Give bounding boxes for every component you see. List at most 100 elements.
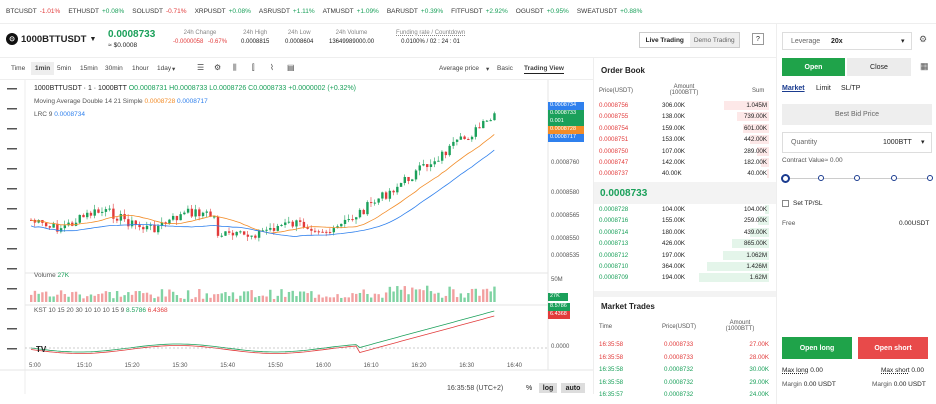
ticker-symbol: OGUSDT <box>515 8 544 15</box>
line-icon[interactable]: ⌇ <box>270 63 274 72</box>
ticker-item[interactable]: SOLUSDT -0.71% <box>132 8 186 15</box>
gear-icon[interactable]: ⚙ <box>919 34 928 44</box>
ticker-item[interactable]: FITFUSDT +2.92% <box>451 8 508 15</box>
ask-row[interactable]: 0.0008747 142.00K 182.00K <box>594 157 777 168</box>
slider-step[interactable] <box>927 175 933 181</box>
ticker-item[interactable]: ETHUSDT +0.08% <box>68 8 124 15</box>
ask-row[interactable]: 0.0008754 159.00K 601.00K <box>594 123 777 134</box>
bid-row[interactable]: 0.0008728 104.00K 104.00K <box>594 204 777 215</box>
kst-tag: 6.4368 <box>548 311 570 319</box>
bid-row[interactable]: 0.0008709 194.00K 1.62M <box>594 272 777 283</box>
interval-15min[interactable]: 15min <box>80 65 98 72</box>
candle <box>366 202 369 215</box>
price-chart[interactable]: 1000BTTUSDT · 1 · 1000BTT O0.0008731 H0.… <box>0 80 593 394</box>
approx-sign: ≈ <box>108 42 112 49</box>
limit-order-tab[interactable]: Limit <box>816 85 831 92</box>
market-order-tab[interactable]: Market <box>782 85 805 92</box>
candle <box>67 222 70 226</box>
basic-view-tab[interactable]: Basic <box>497 65 513 72</box>
bid-row[interactable]: 0.0008716 155.00K 259.00K <box>594 215 777 226</box>
trading-mode-toggle: Live Trading Demo Trading <box>639 32 740 48</box>
indicators-icon[interactable]: ☰ <box>197 63 205 72</box>
interval-1min[interactable]: 1min <box>31 62 55 75</box>
slider-step[interactable] <box>817 175 824 181</box>
ticker-item[interactable]: SWEATUSDT +0.88% <box>577 8 643 15</box>
ask-price: 0.0008756 <box>599 102 629 109</box>
slider-handle[interactable] <box>781 174 790 183</box>
ask-row[interactable]: 0.0008756 306.00K 1.045M <box>594 100 777 111</box>
ticker-item[interactable]: ATMUSDT +1.09% <box>323 8 379 15</box>
slider-step[interactable] <box>890 175 897 181</box>
ticker-bar: BTCUSDT -1.01% ETHUSDT +0.08% SOLUSDT -0.71% X… <box>0 0 936 24</box>
open-long-button[interactable]: Open long <box>782 337 852 359</box>
bid-row[interactable]: 0.0008713 426.00K 865.00K <box>594 238 777 249</box>
demo-trading-button[interactable]: Demo Trading <box>689 33 739 47</box>
bid-row[interactable]: 0.0008714 180.00K 439.00K <box>594 227 777 238</box>
chart-canvas[interactable] <box>0 80 593 394</box>
ask-row[interactable]: 0.0008751 153.00K 442.00K <box>594 134 777 145</box>
ticker-item[interactable]: BTCUSDT -1.01% <box>6 8 60 15</box>
open-short-button[interactable]: Open short <box>858 337 928 359</box>
close-tab[interactable]: Close <box>847 58 911 76</box>
bid-row[interactable]: 0.0008710 364.00K 1.426M <box>594 261 777 272</box>
log-scale-button[interactable]: log <box>539 383 557 393</box>
ticker-symbol: BARUSDT <box>386 8 418 15</box>
average-price-select[interactable]: Average price <box>439 65 479 72</box>
trade-amount: 28.00K <box>749 353 769 361</box>
ask-sum: 289.00K <box>743 147 767 155</box>
usd-value: $0.0008 <box>113 42 138 49</box>
candle <box>396 186 399 193</box>
bid-price: 0.0008709 <box>599 274 629 282</box>
best-bid-price-field[interactable]: Best Bid Price <box>782 104 932 125</box>
area-icon[interactable]: ▤ <box>287 63 295 72</box>
candle <box>399 183 403 187</box>
stat-label: 24h Low <box>287 30 311 36</box>
ask-row[interactable]: 0.0008737 40.00K 40.00K <box>594 168 777 179</box>
live-trading-button[interactable]: Live Trading <box>645 36 684 44</box>
settings-icon[interactable]: ⚙ <box>214 63 222 72</box>
candle <box>63 225 67 229</box>
bid-row[interactable]: 0.0008712 197.00K 1.062M <box>594 250 777 261</box>
leverage-select[interactable]: Leverage 20x ▾ <box>782 32 912 50</box>
margin-short: Margin 0.00 USDT <box>872 381 926 388</box>
depth-bar <box>756 146 769 156</box>
chevron-down-icon[interactable]: ▾ <box>172 66 176 73</box>
volume-bar <box>482 289 485 302</box>
interval-30min[interactable]: 30min <box>105 65 123 72</box>
percent-scale-button[interactable]: % <box>526 385 533 392</box>
quantity-field[interactable]: Quantity 1000BTT ▾ <box>782 132 932 153</box>
slider-step[interactable] <box>854 175 860 181</box>
tpsl-checkbox[interactable] <box>782 200 789 207</box>
interval-5min[interactable]: 5min <box>57 65 72 72</box>
volume-bar <box>265 296 268 302</box>
help-icon[interactable]: ? <box>752 33 764 45</box>
trade-row: 16:35:58 0.0008733 28.00K <box>594 352 777 363</box>
interval-1day[interactable]: 1day <box>157 65 172 72</box>
candles-icon[interactable]: ⫼ <box>233 63 237 72</box>
calculator-icon[interactable]: ▦ <box>920 61 929 71</box>
candle <box>493 113 496 121</box>
open-tab[interactable]: Open <box>782 58 845 76</box>
stat-label: 24h Volume <box>335 30 368 36</box>
ask-row[interactable]: 0.0008750 107.00K 289.00K <box>594 146 777 157</box>
ticker-item[interactable]: OGUSDT +0.95% <box>516 8 569 15</box>
ask-sum: 442.00K <box>743 136 767 144</box>
interval-1hour[interactable]: 1hour <box>132 65 149 72</box>
candle <box>485 120 489 122</box>
ticker-item[interactable]: XRPUSDT +0.08% <box>195 8 251 15</box>
ask-row[interactable]: 0.0008755 138.00K 739.00K <box>594 111 777 122</box>
ticker-item[interactable]: BARUSDT +0.39% <box>387 8 443 15</box>
volume-bar <box>437 292 440 302</box>
ticker-symbol: SOLUSDT <box>132 8 163 15</box>
sltp-order-tab[interactable]: SL/TP <box>841 85 861 92</box>
volume-bar <box>119 296 123 302</box>
ticker-item[interactable]: ASRUSDT +1.11% <box>259 8 315 15</box>
tradingview-tab[interactable]: Trading View <box>524 65 564 74</box>
auto-scale-button[interactable]: auto <box>561 383 585 393</box>
y-price-tag: 0.001 <box>548 118 584 126</box>
volume-bar <box>414 289 418 302</box>
bid-price: 0.0008712 <box>599 251 629 259</box>
symbol-selector[interactable]: ⊙ 1000BTTUSDT ▼ <box>6 33 96 45</box>
bars-icon[interactable]: ⫿ <box>252 63 255 72</box>
bid-sum: 439.00K <box>743 228 767 236</box>
